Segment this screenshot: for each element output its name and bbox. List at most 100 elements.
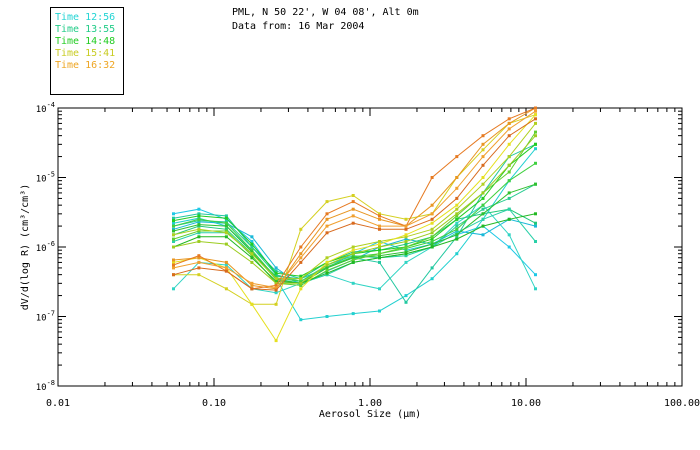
data-point xyxy=(197,256,201,260)
data-point xyxy=(455,196,459,200)
data-point xyxy=(274,302,278,306)
data-point xyxy=(299,318,303,322)
data-point xyxy=(507,134,511,138)
data-point xyxy=(378,256,381,260)
data-point xyxy=(250,256,254,260)
data-point xyxy=(507,191,511,195)
data-point xyxy=(455,217,459,221)
data-point xyxy=(455,207,459,211)
data-point xyxy=(430,240,434,243)
data-point xyxy=(455,235,459,239)
data-point xyxy=(455,212,459,216)
data-point xyxy=(325,231,329,235)
axis-ticks xyxy=(57,107,683,387)
data-point xyxy=(274,277,278,281)
y-tick-label: 10-7 xyxy=(36,310,55,324)
legend-item: Time 16:32 xyxy=(55,60,116,71)
data-point xyxy=(250,283,254,287)
data-point xyxy=(404,250,408,254)
data-point xyxy=(507,217,511,221)
data-point xyxy=(197,212,201,216)
data-point xyxy=(250,250,254,254)
data-point xyxy=(430,277,434,281)
data-point xyxy=(224,263,228,267)
legend: Time 12:56 Time 13:55 Time 14:48 Time 15:41… xyxy=(50,7,124,95)
data-point xyxy=(274,279,278,283)
data-point xyxy=(224,229,228,233)
y-tick-label: 10-8 xyxy=(36,379,55,393)
data-point xyxy=(325,256,329,260)
data-point xyxy=(534,147,537,151)
data-point xyxy=(378,214,381,218)
data-point xyxy=(507,207,511,211)
data-point xyxy=(351,281,355,285)
data-point xyxy=(299,260,303,264)
data-point xyxy=(351,250,355,254)
x-tick-labels: 0.01 0.10 1.00 10.00 100.00 xyxy=(46,398,700,409)
data-point xyxy=(481,163,485,167)
data-point xyxy=(250,235,254,239)
data-point xyxy=(325,268,329,272)
data-point xyxy=(507,127,511,131)
y-tick-label: 10-4 xyxy=(36,101,55,115)
data-point xyxy=(534,161,537,165)
data-point xyxy=(378,217,381,221)
data-point xyxy=(325,217,329,221)
data-point xyxy=(299,287,303,291)
data-point xyxy=(481,142,485,146)
data-point xyxy=(534,212,537,216)
data-point xyxy=(351,200,355,204)
data-point xyxy=(197,229,201,233)
data-point xyxy=(325,263,329,267)
data-point xyxy=(378,248,381,252)
data-point xyxy=(274,266,278,270)
data-point xyxy=(197,217,201,221)
data-point xyxy=(224,224,228,228)
data-point xyxy=(172,263,175,267)
data-point xyxy=(378,212,381,216)
data-point xyxy=(534,121,537,125)
data-point xyxy=(172,287,175,291)
data-point xyxy=(197,273,201,277)
data-point xyxy=(534,106,537,110)
data-point xyxy=(172,227,175,231)
data-point xyxy=(172,266,175,270)
data-point xyxy=(299,245,303,249)
data-point xyxy=(274,274,278,278)
y-tick-label: 10-5 xyxy=(36,171,55,185)
data-point xyxy=(197,254,201,258)
data-point xyxy=(250,302,254,306)
x-tick-label: 100.00 xyxy=(664,398,700,409)
data-point xyxy=(430,231,434,235)
data-point xyxy=(250,252,254,256)
data-point xyxy=(455,233,459,237)
data-point xyxy=(197,240,201,243)
data-point xyxy=(378,252,381,256)
data-point xyxy=(351,312,355,316)
data-point xyxy=(404,240,408,243)
data-point xyxy=(224,287,228,291)
data-point xyxy=(351,260,355,264)
data-point xyxy=(430,217,434,221)
data-point xyxy=(481,191,485,195)
data-point xyxy=(351,245,355,249)
data-point xyxy=(430,212,434,216)
data-point xyxy=(507,170,511,174)
data-point xyxy=(378,260,381,264)
data-point xyxy=(172,219,175,223)
data-point xyxy=(378,245,381,249)
data-point xyxy=(224,216,228,220)
data-point xyxy=(378,227,381,231)
legend-item: Time 14:48 xyxy=(55,36,116,47)
data-point xyxy=(351,207,355,211)
x-tick-label: 10.00 xyxy=(511,398,541,409)
chart-header: PML, N 50 22', W 04 08', Alt 0m Data fro… xyxy=(232,6,419,34)
data-point xyxy=(404,235,408,239)
x-tick-label: 0.10 xyxy=(202,398,226,409)
y-tick-labels: 10-8 10-7 10-6 10-5 10-4 xyxy=(36,101,55,393)
data-point xyxy=(172,245,175,249)
data-point xyxy=(274,288,278,292)
data-point xyxy=(534,287,537,291)
data-point xyxy=(481,182,485,186)
data-point xyxy=(250,254,254,258)
